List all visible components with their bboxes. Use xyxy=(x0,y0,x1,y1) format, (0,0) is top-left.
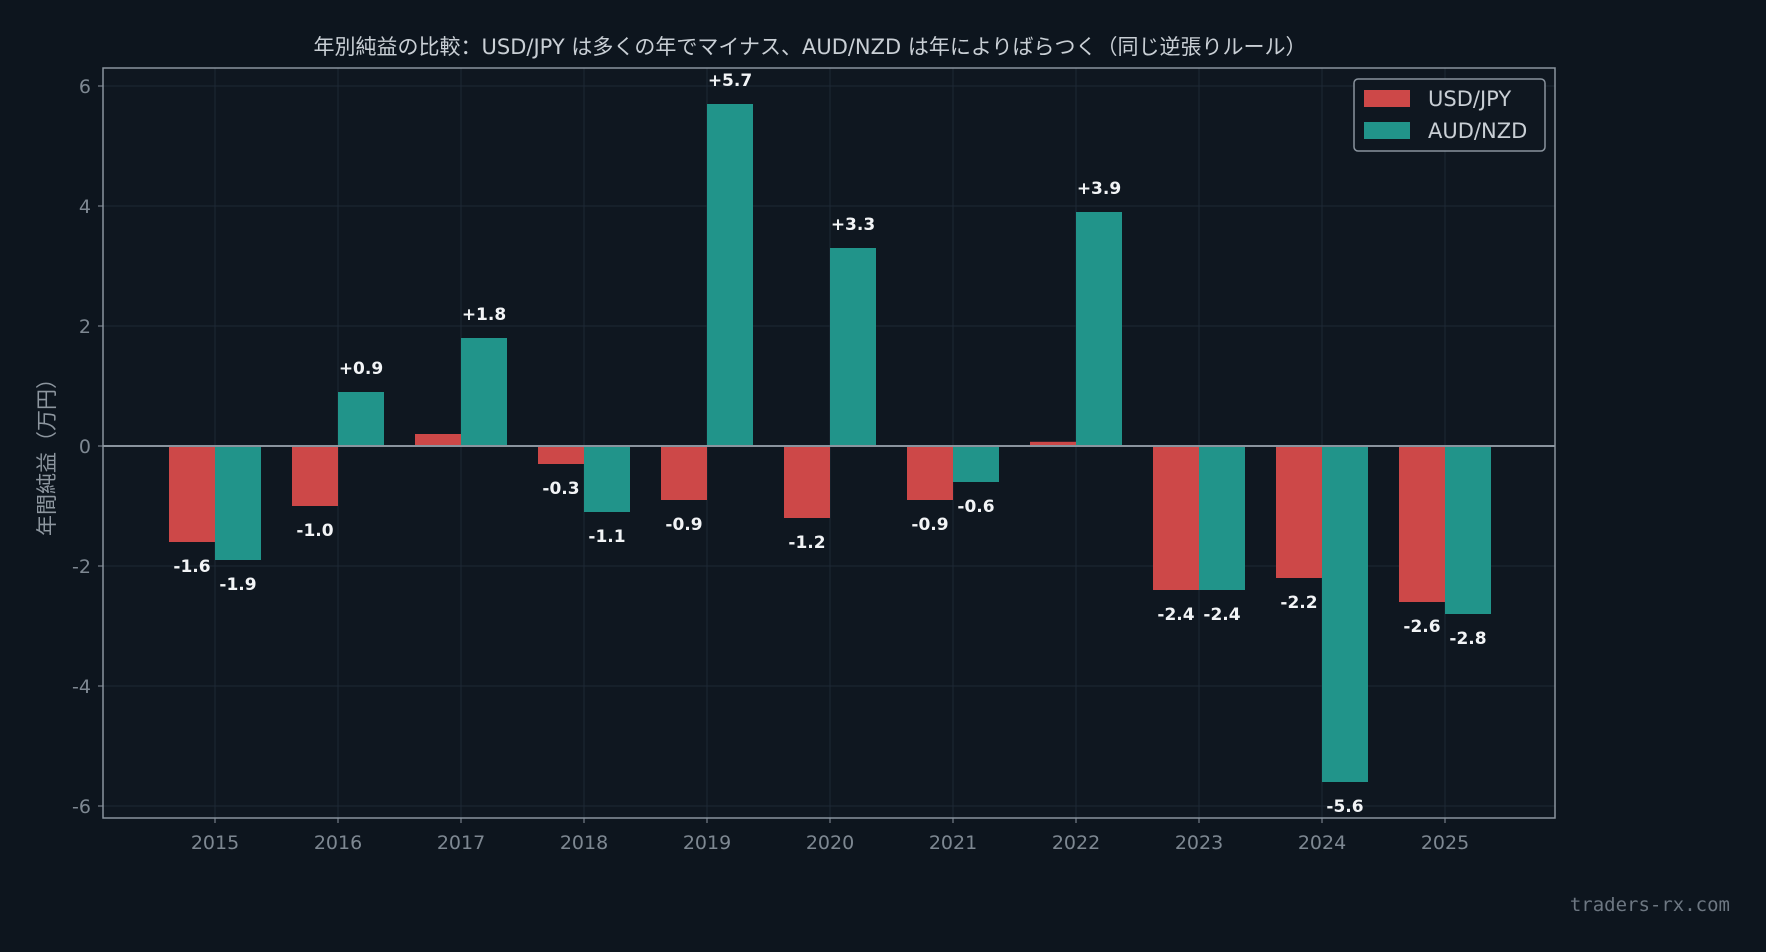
x-tick-label: 2023 xyxy=(1175,832,1223,854)
bar xyxy=(907,446,953,500)
x-tick-label: 2015 xyxy=(191,832,239,854)
bar xyxy=(661,446,707,500)
x-tick-label: 2016 xyxy=(314,832,362,854)
data-label: -1.2 xyxy=(788,533,825,553)
bar xyxy=(830,248,876,446)
legend-label: AUD/NZD xyxy=(1428,119,1527,143)
x-tick-label: 2021 xyxy=(929,832,977,854)
y-tick-label: -2 xyxy=(72,556,91,578)
legend: USD/JPY AUD/NZD xyxy=(1353,78,1546,152)
data-label: -1.0 xyxy=(296,521,333,541)
data-label: -2.2 xyxy=(1280,593,1317,613)
bar xyxy=(1076,212,1122,446)
x-tick-label: 2020 xyxy=(806,832,854,854)
data-label: +1.8 xyxy=(462,305,506,325)
plot-frame xyxy=(102,67,1556,819)
y-tick-label: 4 xyxy=(79,196,91,218)
bar xyxy=(1322,446,1368,782)
bar xyxy=(169,446,215,542)
bar xyxy=(1399,446,1445,602)
data-label: -5.6 xyxy=(1326,797,1363,817)
bar xyxy=(584,446,630,512)
data-label: +5.7 xyxy=(708,71,752,91)
y-tick-label: 0 xyxy=(79,436,91,458)
y-tick-label: -6 xyxy=(72,796,91,818)
data-label: -1.6 xyxy=(173,557,210,577)
bar xyxy=(292,446,338,506)
plot-area: 6 4 2 0 -2 -4 -6 2015 2016 2017 2018 2019 2020 2021 20… xyxy=(72,67,1556,854)
bar xyxy=(1445,446,1491,614)
bar xyxy=(953,446,999,482)
bar xyxy=(1030,441,1076,446)
x-tick-label: 2018 xyxy=(560,832,608,854)
data-label: -2.4 xyxy=(1203,605,1240,625)
bar xyxy=(1199,446,1245,590)
chart-title: 年別純益の比較：USD/JPY は多くの年でマイナス、AUD/NZD は年により… xyxy=(314,35,1307,59)
y-tick-label: 6 xyxy=(79,76,91,98)
bar xyxy=(707,104,753,446)
bar xyxy=(461,338,507,446)
bar xyxy=(215,446,261,560)
y-tick-label: -4 xyxy=(72,676,91,698)
data-label: -0.6 xyxy=(957,497,994,517)
x-tick-label: 2017 xyxy=(437,832,485,854)
data-label: -2.8 xyxy=(1449,629,1486,649)
data-label: +0.9 xyxy=(339,359,383,379)
bar xyxy=(784,446,830,518)
bar xyxy=(1276,446,1322,578)
bar xyxy=(415,434,461,446)
data-label: +3.9 xyxy=(1077,179,1121,199)
bar xyxy=(338,392,384,446)
legend-swatch xyxy=(1364,90,1410,107)
data-label: -0.9 xyxy=(911,515,948,535)
data-label: -2.6 xyxy=(1403,617,1440,637)
data-label: -1.9 xyxy=(219,575,256,595)
data-label: -2.4 xyxy=(1157,605,1194,625)
legend-label: USD/JPY xyxy=(1428,87,1511,111)
y-tick-label: 2 xyxy=(79,316,91,338)
data-label: +3.3 xyxy=(831,215,875,235)
x-tick-label: 2025 xyxy=(1421,832,1469,854)
x-tick-label: 2024 xyxy=(1298,832,1346,854)
data-label: -0.3 xyxy=(542,479,579,499)
bar xyxy=(1153,446,1199,590)
legend-swatch xyxy=(1364,122,1410,139)
bar xyxy=(538,446,584,464)
watermark: traders-rx.com xyxy=(1569,894,1730,916)
data-label: -1.1 xyxy=(588,527,625,547)
x-tick-label: 2022 xyxy=(1052,832,1100,854)
x-tick-label: 2019 xyxy=(683,832,731,854)
data-label: -0.9 xyxy=(665,515,702,535)
y-axis-label: 年間純益（万円） xyxy=(35,368,59,536)
